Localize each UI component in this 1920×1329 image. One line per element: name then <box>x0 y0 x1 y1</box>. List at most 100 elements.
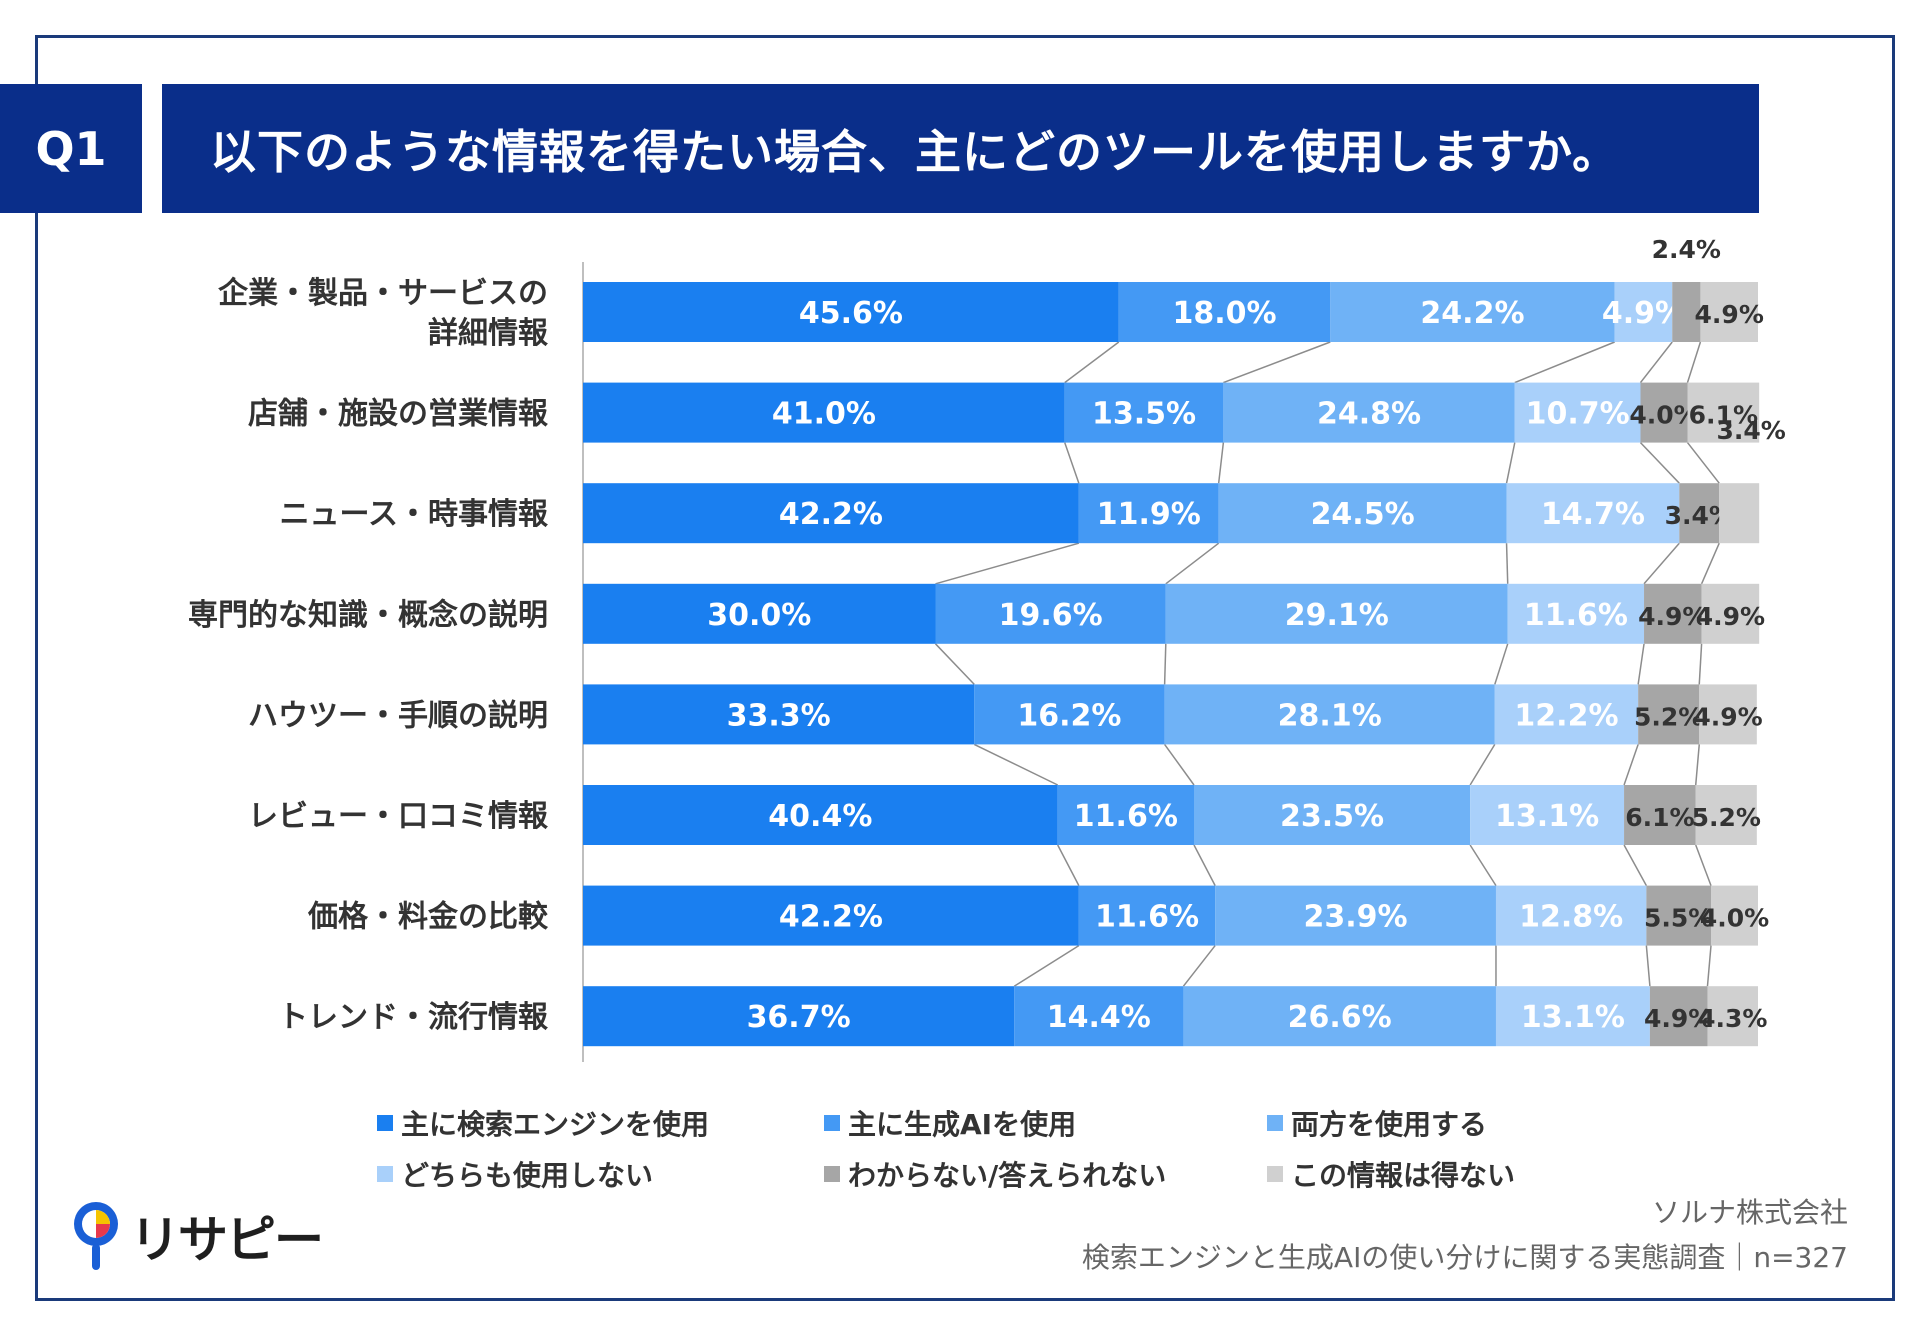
value-label: 16.2% <box>1017 698 1121 733</box>
bar-segment <box>1644 583 1702 644</box>
value-label: 24.5% <box>1311 497 1415 532</box>
bar-segment <box>1223 382 1515 443</box>
value-label: 26.6% <box>1288 1000 1392 1035</box>
value-label: 6.1% <box>1625 803 1694 832</box>
series-connector-line <box>1223 341 1331 384</box>
series-connector-line <box>1494 643 1509 685</box>
question-badge: Q1 <box>0 84 142 213</box>
series-connector-line <box>1505 442 1516 484</box>
bar-segment <box>1700 282 1758 342</box>
bar-segment <box>1640 382 1688 443</box>
bar-segment <box>935 583 1166 644</box>
value-label: 3.4% <box>1717 416 1786 445</box>
value-label: 4.9% <box>1602 296 1685 331</box>
value-label: 4.0% <box>1629 401 1698 430</box>
bar-segment <box>1218 483 1507 544</box>
bar-segment <box>583 785 1058 845</box>
bar-segment <box>583 382 1065 443</box>
source-company: ソルナ株式会社 <box>1651 1196 1848 1229</box>
category-label: 価格・料金の比較 <box>307 900 549 935</box>
bar-segment <box>1672 282 1701 342</box>
bar-segment <box>1695 785 1757 845</box>
bar-segment <box>583 986 1015 1047</box>
bar-segment <box>1679 483 1720 544</box>
bar-segment <box>1064 382 1224 443</box>
legend-swatch <box>377 1166 393 1182</box>
legend-label: わからない/答えられない <box>848 1159 1167 1192</box>
value-label: 28.1% <box>1278 698 1382 733</box>
legend-swatch <box>824 1115 840 1131</box>
bar-segment <box>1470 785 1625 845</box>
value-label: 10.7% <box>1526 397 1630 432</box>
bar-segment <box>1495 986 1650 1047</box>
series-connector-line <box>1623 744 1639 786</box>
series-connector-line <box>1165 542 1220 585</box>
series-connector-line <box>1700 542 1720 585</box>
bar-segment <box>1506 483 1680 544</box>
value-label: 29.1% <box>1285 598 1389 633</box>
bar-segment <box>1638 684 1700 745</box>
value-label: 4.9% <box>1693 702 1762 731</box>
value-label: 23.9% <box>1304 900 1408 935</box>
legend-item: どちらも使用しない <box>377 1154 653 1194</box>
category-label: ニュース・時事情報 <box>280 497 549 532</box>
series-connector-line <box>1193 844 1216 886</box>
series-connector-line <box>1637 643 1645 685</box>
category-label: ハウツー・手順の説明 <box>248 698 548 733</box>
legend-label: 主に生成AIを使用 <box>848 1108 1077 1141</box>
value-label: 4.3% <box>1698 1004 1767 1033</box>
bar-segment <box>1164 684 1495 745</box>
series-connector-line <box>1163 643 1167 685</box>
value-label: 24.2% <box>1420 296 1524 331</box>
source-survey: 検索エンジンと生成AIの使い分けに関する実態調査｜n=327 <box>1081 1241 1848 1274</box>
bar-segment <box>1719 483 1760 544</box>
series-connector-line <box>973 743 1059 786</box>
bar-segment <box>1646 885 1711 946</box>
series-connector-line <box>934 643 975 685</box>
bar-segment <box>583 583 936 644</box>
value-label: 11.6% <box>1074 799 1178 834</box>
legend-swatch <box>1267 1115 1283 1131</box>
source-note: ソルナ株式会社 検索エンジンと生成AIの使い分けに関する実態調査｜n=327 <box>1082 1190 1848 1280</box>
legend-swatch <box>1267 1166 1283 1182</box>
category-label: レビュー・口コミ情報 <box>248 799 549 834</box>
legend-label: 両方を使用する <box>1291 1108 1488 1141</box>
value-label: 24.8% <box>1317 397 1421 432</box>
value-label: 5.5% <box>1644 904 1713 933</box>
legend-label: どちらも使用しない <box>401 1159 654 1192</box>
value-label: 45.6% <box>799 296 903 331</box>
series-connector-line <box>1645 945 1651 987</box>
bar-segment <box>1711 885 1758 946</box>
value-label: 18.0% <box>1173 296 1277 331</box>
value-label: 6.1% <box>1689 401 1758 430</box>
value-label: 11.6% <box>1095 900 1199 935</box>
series-connector-line <box>1164 743 1195 786</box>
value-label: 36.7% <box>747 1000 851 1035</box>
bar-segment <box>1165 583 1508 644</box>
value-label: 13.1% <box>1495 799 1599 834</box>
value-label: 30.0% <box>707 598 811 633</box>
value-label: 40.4% <box>768 799 872 834</box>
legend-item: 両方を使用する <box>1267 1103 1487 1143</box>
series-connector-line <box>1686 442 1720 484</box>
bar-segment <box>1215 885 1496 946</box>
bar-segment <box>1078 885 1216 946</box>
series-connector-line <box>1064 442 1080 484</box>
value-label: 19.6% <box>999 598 1103 633</box>
series-connector-line <box>1064 341 1120 384</box>
value-label: 11.9% <box>1097 497 1201 532</box>
bar-segment <box>583 483 1079 544</box>
series-connector-line <box>1514 341 1615 384</box>
bar-segment <box>1699 684 1757 745</box>
bar-segment <box>1649 986 1708 1047</box>
bar-segment <box>1494 684 1639 745</box>
bar-segment <box>1118 282 1331 342</box>
series-connector-line <box>1217 442 1225 484</box>
bar-segment <box>583 885 1079 946</box>
value-label: 4.9% <box>1696 602 1765 631</box>
value-label: 4.9% <box>1695 300 1764 329</box>
bar-segment <box>974 684 1165 745</box>
category-label: トレンド・流行情報 <box>278 1000 549 1035</box>
value-label: 11.6% <box>1524 598 1628 633</box>
